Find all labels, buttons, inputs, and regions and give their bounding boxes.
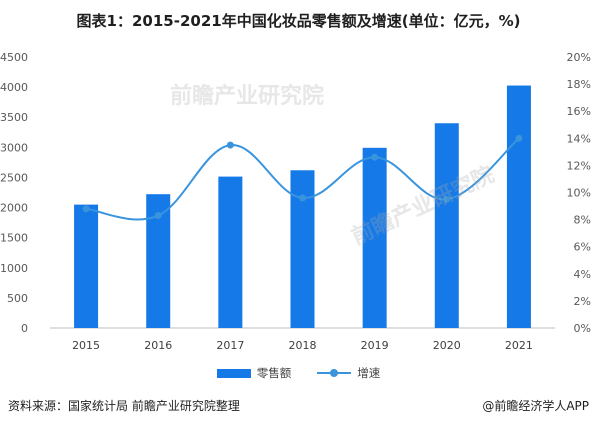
- y-left-tick-label: 2000: [0, 202, 28, 215]
- brand-label: @前瞻经济学人APP: [482, 399, 589, 413]
- y-left-tick-label: 1500: [0, 232, 28, 245]
- chart-title: 图表1：2015-2021年中国化妆品零售额及增速(单位：亿元，%): [76, 12, 521, 30]
- y-left-tick-label: 3000: [0, 141, 28, 154]
- legend-swatch-line: [317, 369, 352, 377]
- legend-swatch-bar: [216, 368, 251, 378]
- legend-item-line: 增速: [317, 365, 380, 381]
- bar-series: [74, 85, 531, 328]
- x-tick-label: 2019: [361, 339, 389, 352]
- x-tick-label: 2021: [505, 339, 533, 352]
- x-tick-label: 2016: [144, 339, 172, 352]
- y-right-tick-label: 12%: [567, 159, 591, 172]
- legend-item-bar: 零售额: [216, 365, 292, 381]
- x-tick-label: 2020: [433, 339, 461, 352]
- legend-label-line: 增速: [357, 366, 381, 380]
- tick-labels: 0 500 1000 1500 2000 2500 3000 3500 4000 4500 0% 2%…: [0, 51, 591, 352]
- line-point: [443, 195, 451, 203]
- bar: [74, 204, 99, 328]
- line-point: [371, 153, 379, 161]
- line-point: [299, 194, 306, 202]
- bar: [506, 85, 531, 328]
- bar: [434, 123, 459, 328]
- y-right-tick-label: 20%: [567, 51, 591, 64]
- line-series: [82, 134, 523, 221]
- y-left-tick-label: 4500: [0, 51, 28, 64]
- y-right-tick-label: 10%: [567, 187, 591, 200]
- y-right-tick-label: 0%: [574, 322, 591, 335]
- y-left-tick-label: 3500: [0, 111, 28, 124]
- y-left-tick-label: 2500: [0, 171, 28, 184]
- y-left-tick-label: 4000: [0, 81, 28, 94]
- x-tick-label: 2017: [216, 339, 244, 352]
- y-right-tick-label: 2%: [574, 295, 591, 308]
- y-right-tick-label: 6%: [574, 241, 591, 254]
- line-point: [82, 205, 90, 213]
- x-tick-label: 2015: [72, 339, 100, 352]
- legend-label-bar: 零售额: [256, 366, 292, 380]
- y-right-tick-label: 14%: [567, 132, 591, 145]
- watermark-top: 前瞻产业研究院: [170, 84, 325, 109]
- y-right-tick-label: 16%: [567, 105, 591, 118]
- bar: [218, 176, 243, 328]
- y-left-tick-label: 1000: [0, 262, 28, 275]
- bar: [290, 170, 315, 328]
- y-right-tick-label: 8%: [574, 214, 591, 227]
- footer: 资料来源：国家统计局 前瞻产业研究院整理 @前瞻经济学人APP: [8, 397, 589, 414]
- line-point: [154, 212, 162, 220]
- bar: [362, 147, 387, 328]
- y-right-tick-label: 18%: [567, 78, 591, 91]
- source-note: 资料来源：国家统计局 前瞻产业研究院整理: [8, 399, 240, 413]
- y-left-tick-label: 0: [21, 322, 28, 335]
- line-point: [515, 134, 523, 142]
- x-tick-label: 2018: [289, 339, 317, 352]
- y-left-tick-label: 500: [7, 292, 28, 305]
- chart-legend: 零售额 增速: [0, 365, 597, 381]
- line-point: [226, 141, 234, 149]
- y-right-tick-label: 4%: [574, 268, 591, 281]
